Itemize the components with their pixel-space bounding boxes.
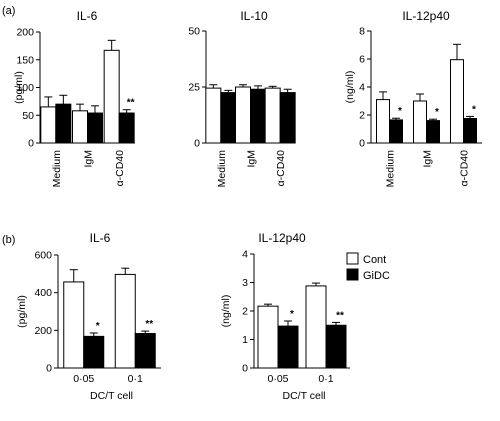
category-label: 0·1 xyxy=(318,373,333,385)
y-axis-label: (ng/ml) xyxy=(220,295,232,328)
y-tick-label: 200 xyxy=(34,325,52,337)
y-tick-label: 400 xyxy=(34,287,52,299)
y-tick-label: 2 xyxy=(359,110,365,122)
chart-2: IL-10 0 25 50 Medium IgM α-CD40 xyxy=(188,9,296,188)
y-tick-label: 150 xyxy=(16,54,34,66)
y-tick-label: 4 xyxy=(242,249,248,261)
legend-b-cont-swatch xyxy=(346,252,359,265)
bar-cont-1 xyxy=(40,106,57,144)
bar-cont-1 xyxy=(205,87,222,144)
bar-gidc-3 xyxy=(463,118,477,144)
bar-cont-3 xyxy=(103,49,120,144)
significance-mark: ** xyxy=(145,319,153,330)
bar-gidc-1 xyxy=(220,92,237,144)
x-axis-label: DC/T cell xyxy=(283,390,326,402)
y-tick-label: 0 xyxy=(46,363,52,375)
bar-cont-3 xyxy=(450,59,464,144)
y-tick-label: 1 xyxy=(242,334,248,346)
bar-gidc-1 xyxy=(55,103,72,144)
x-axis-label: DC/T cell xyxy=(90,390,133,402)
chart-5: IL-12p40 0 1 2 3 4 (ng/ml) * 0·05 ** 0·1 DC/T cell xyxy=(220,231,350,402)
bar-gidc-2 xyxy=(250,88,266,144)
category-label: α-CD40 xyxy=(275,150,287,187)
category-label: 0·05 xyxy=(73,373,94,385)
bar-cont-3 xyxy=(264,87,281,144)
bar-gidc-1 xyxy=(277,325,299,369)
category-label: Medium xyxy=(51,150,63,188)
legend-b: Cont GiDC xyxy=(346,252,390,282)
y-tick-label: 2 xyxy=(242,306,248,318)
significance-mark: * xyxy=(96,321,100,332)
y-tick-label: 200 xyxy=(16,27,34,39)
bar-gidc-1 xyxy=(83,335,105,369)
bar-gidc-2 xyxy=(134,333,156,369)
panel-label-b: (b) xyxy=(2,234,15,246)
significance-mark: ** xyxy=(127,98,135,109)
chart-3: IL-12p40 0 2 4 6 8 (ng/ml) * Medium * IgM * α-CD40 xyxy=(344,9,482,187)
y-axis-label: (pg/ml) xyxy=(13,71,25,104)
legend-b-gidc-swatch xyxy=(346,268,359,281)
y-tick-label: 25 xyxy=(188,82,200,94)
bar-cont-2 xyxy=(114,273,136,369)
y-tick-label: 4 xyxy=(359,82,365,94)
y-tick-label: 100 xyxy=(16,82,34,94)
category-label: α-CD40 xyxy=(114,150,126,187)
category-label: Medium xyxy=(385,150,397,188)
category-label: 0·1 xyxy=(128,373,143,385)
category-label: IgM xyxy=(246,150,258,168)
y-axis-label: (pg/ml) xyxy=(16,295,28,328)
significance-mark: * xyxy=(290,309,294,320)
y-tick-label: 0 xyxy=(28,138,34,150)
legend-b-cont-label: Cont xyxy=(363,254,386,266)
y-tick-label: 600 xyxy=(34,250,52,262)
bar-gidc-3 xyxy=(118,112,135,144)
bar-cont-2 xyxy=(72,110,88,144)
bar-cont-1 xyxy=(63,281,85,369)
bar-gidc-2 xyxy=(87,112,103,144)
chart-title: IL-10 xyxy=(240,9,268,23)
bar-cont-2 xyxy=(235,86,251,144)
chart-title: IL-6 xyxy=(90,231,111,245)
y-tick-label: 50 xyxy=(188,26,200,38)
chart-title: IL-12p40 xyxy=(258,231,306,245)
panel-label-a: (a) xyxy=(2,5,15,17)
category-label: IgM xyxy=(422,150,434,168)
significance-mark: * xyxy=(435,107,439,118)
y-tick-label: 3 xyxy=(242,277,248,289)
bar-cont-2 xyxy=(413,100,427,144)
significance-mark: * xyxy=(472,104,476,115)
y-tick-label: 6 xyxy=(359,54,365,66)
chart-title: IL-6 xyxy=(77,9,98,23)
bar-cont-2 xyxy=(305,285,327,369)
y-tick-label: 8 xyxy=(359,26,365,38)
chart-1: IL-6 0 50 100 150 200 (pg/ml) Medium IgM ** α-CD40 xyxy=(13,9,135,187)
bar-gidc-2 xyxy=(426,120,440,144)
category-label: Medium xyxy=(216,150,228,188)
category-label: 0·05 xyxy=(267,373,288,385)
legend-b-gidc-label: GiDC xyxy=(363,270,390,282)
bar-cont-1 xyxy=(257,305,279,369)
significance-mark: * xyxy=(398,106,402,117)
chart-4: IL-6 0 200 400 600 (pg/ml) * 0·05 ** 0·1 DC/T cell xyxy=(16,231,161,402)
category-label: IgM xyxy=(83,150,95,168)
y-axis-label: (ng/ml) xyxy=(344,71,356,104)
y-tick-label: 0 xyxy=(242,363,248,375)
category-label: α-CD40 xyxy=(459,150,471,187)
y-tick-label: 0 xyxy=(194,138,200,150)
bar-gidc-3 xyxy=(279,92,296,144)
y-tick-label: 0 xyxy=(359,138,365,150)
y-tick-label: 50 xyxy=(22,110,34,122)
bar-gidc-1 xyxy=(389,119,403,144)
significance-mark: ** xyxy=(336,310,344,321)
chart-title: IL-12p40 xyxy=(402,9,450,23)
bar-cont-1 xyxy=(376,99,390,144)
bar-gidc-2 xyxy=(325,324,347,369)
